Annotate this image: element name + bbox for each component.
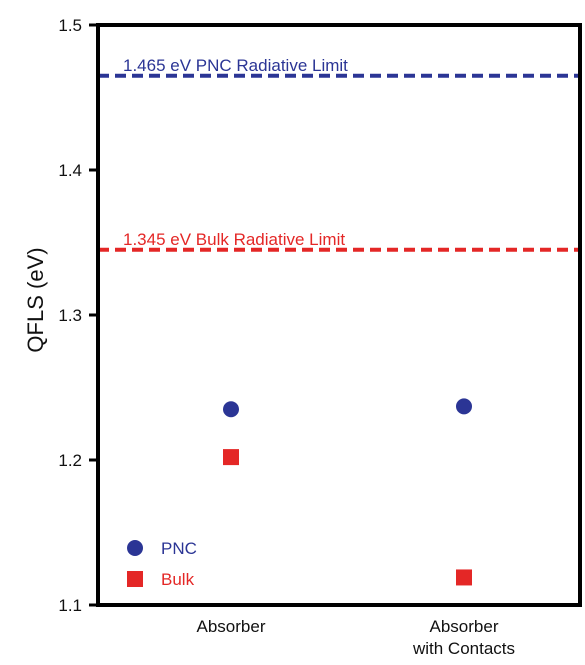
legend: PNC Bulk <box>127 539 197 589</box>
x-tick-label-line: Absorber <box>430 617 499 636</box>
axes: 1.1 1.2 1.3 1.4 1.5 Absorber Absorber with Cont… <box>58 16 582 658</box>
pnc-point <box>223 401 239 418</box>
plot-frame <box>96 23 582 607</box>
reference-line-label: 1.465 eV PNC Radiative Limit <box>123 56 348 75</box>
legend-bulk-marker <box>127 571 143 587</box>
legend-pnc-marker <box>127 540 143 556</box>
y-tick-label: 1.2 <box>58 451 82 470</box>
reference-lines-layer: 1.465 eV PNC Radiative Limit 1.345 eV Bul… <box>98 56 580 252</box>
pnc-point <box>456 398 472 415</box>
y-tick-label: 1.1 <box>58 596 82 615</box>
y-tick-label: 1.3 <box>58 306 82 325</box>
x-tick-label-line: Absorber <box>197 617 266 636</box>
legend-label: Bulk <box>161 570 195 589</box>
reference-line-label: 1.345 eV Bulk Radiative Limit <box>123 230 345 249</box>
x-tick-label-line: with Contacts <box>412 639 515 658</box>
legend-label: PNC <box>161 539 197 558</box>
x-tick-label: Absorber with Contacts <box>412 617 515 658</box>
bulk-point <box>223 449 239 466</box>
data-marks-layer <box>223 398 472 586</box>
bulk-point <box>456 569 472 586</box>
x-tick-label: Absorber <box>197 617 266 636</box>
y-axis-title: QFLS (eV) <box>23 247 48 352</box>
y-tick-label: 1.4 <box>58 161 82 180</box>
y-tick-label: 1.5 <box>58 16 82 35</box>
